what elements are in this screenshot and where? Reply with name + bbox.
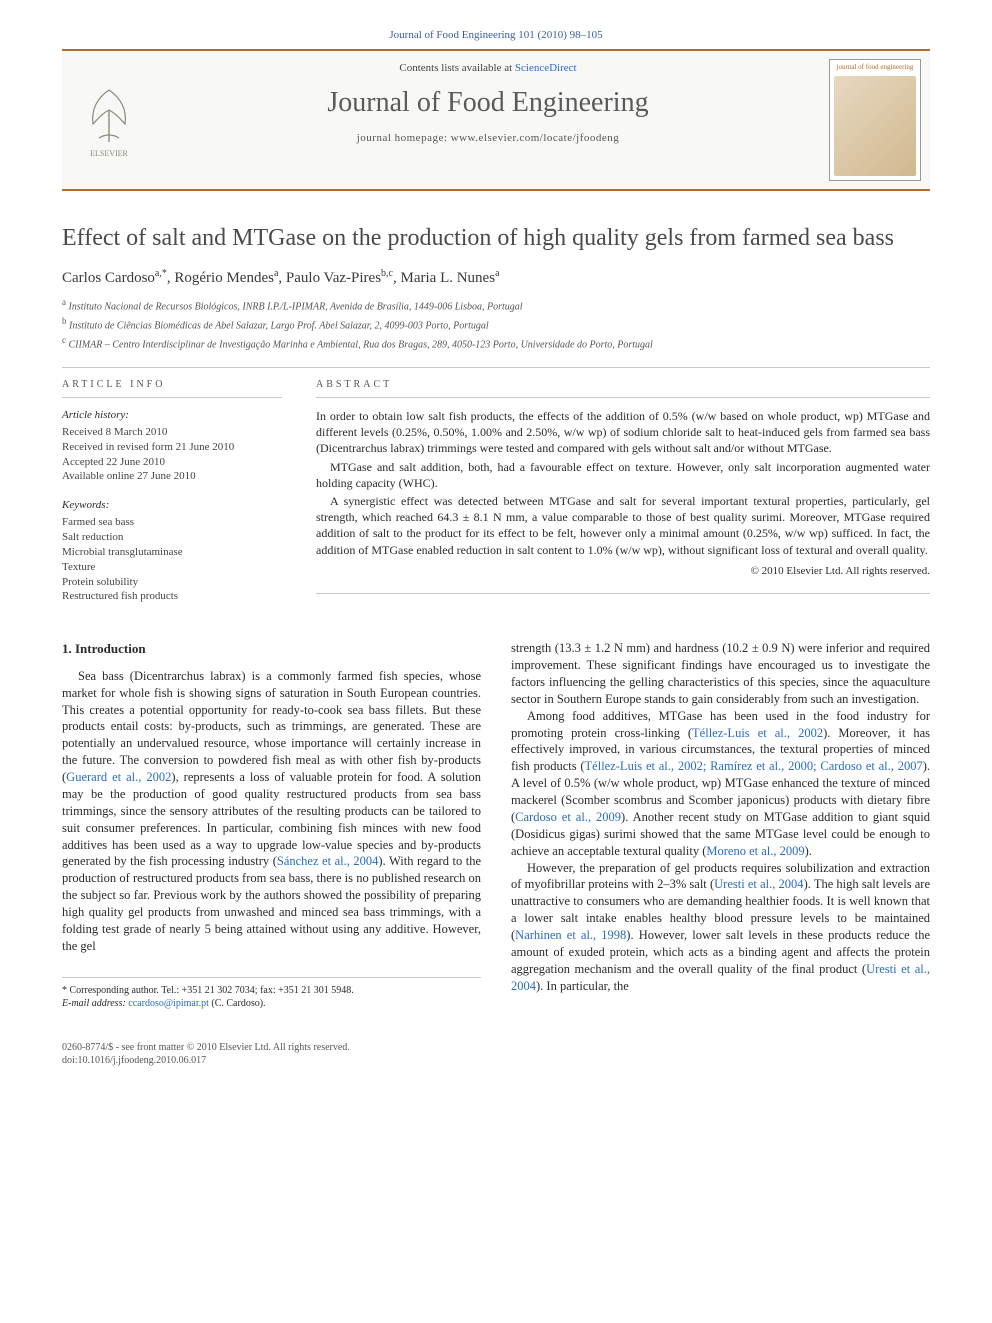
contents-available-line: Contents lists available at ScienceDirec… [162, 61, 814, 76]
intro-p2-seg-e: ). [805, 844, 812, 858]
author-3-aff: b,c [381, 268, 393, 279]
keyword-3: Microbial transglutaminase [62, 545, 282, 560]
abstract-p3: A synergistic effect was detected betwee… [316, 493, 930, 558]
abstract-p2: MTGase and salt addition, both, had a fa… [316, 459, 930, 491]
ref-multi-tellez-ramirez-cardoso[interactable]: Téllez-Luis et al., 2002; Ramírez et al.… [585, 759, 923, 773]
affiliation-b: Instituto de Ciências Biomédicas de Abel… [69, 320, 489, 331]
intro-para-1: Sea bass (Dicentrarchus labrax) is a com… [62, 668, 481, 955]
front-matter-line: 0260-8774/$ - see front matter © 2010 El… [62, 1041, 930, 1055]
corr-email-link[interactable]: ccardoso@ipimar.pt [128, 998, 209, 1009]
svg-text:ELSEVIER: ELSEVIER [90, 149, 128, 158]
author-4-aff: a [495, 268, 499, 279]
ref-uresti-2004a[interactable]: Uresti et al., 2004 [714, 877, 803, 891]
homepage-prefix: journal homepage: [357, 132, 451, 144]
history-label: Article history: [62, 408, 282, 423]
ref-narhinen-1998[interactable]: Narhinen et al., 1998 [515, 928, 626, 942]
history-online: Available online 27 June 2010 [62, 469, 282, 484]
affiliation-a: Instituto Nacional de Recursos Biológico… [69, 301, 523, 312]
abstract-copyright: © 2010 Elsevier Ltd. All rights reserved… [316, 564, 930, 594]
keyword-4: Texture [62, 560, 282, 575]
corresponding-author-footnote: * Corresponding author. Tel.: +351 21 30… [62, 977, 481, 1011]
sciencedirect-link[interactable]: ScienceDirect [515, 62, 577, 74]
email-label: E-mail address: [62, 998, 128, 1009]
article-info-heading: ARTICLE INFO [62, 378, 282, 399]
intro-para-3: However, the preparation of gel products… [511, 860, 930, 995]
contents-prefix: Contents lists available at [399, 62, 514, 74]
author-1: Carlos Cardoso [62, 270, 155, 286]
affiliation-c: CIIMAR – Centro Interdisciplinar de Inve… [69, 339, 653, 350]
journal-homepage-line: journal homepage: www.elsevier.com/locat… [162, 131, 814, 146]
journal-name: Journal of Food Engineering [162, 84, 814, 122]
keyword-6: Restructured fish products [62, 589, 282, 604]
ref-cardoso-2009[interactable]: Cardoso et al., 2009 [515, 810, 621, 824]
running-head-citation: Journal of Food Engineering 101 (2010) 9… [62, 28, 930, 43]
abstract-p1: In order to obtain low salt fish product… [316, 408, 930, 457]
article-title: Effect of salt and MTGase on the product… [62, 223, 930, 253]
section-1-heading: 1. Introduction [62, 640, 481, 658]
author-3: , Paulo Vaz-Pires [278, 270, 381, 286]
article-info-column: ARTICLE INFO Article history: Received 8… [62, 378, 282, 605]
abstract-heading: ABSTRACT [316, 378, 930, 399]
intro-para-1-cont: strength (13.3 ± 1.2 N mm) and hardness … [511, 640, 930, 708]
abstract-column: ABSTRACT In order to obtain low salt fis… [316, 378, 930, 605]
doi-line: doi:10.1016/j.jfoodeng.2010.06.017 [62, 1054, 930, 1068]
publisher-logo-slot: ELSEVIER [62, 51, 156, 189]
author-line: Carlos Cardosoa,*, Rogério Mendesa, Paul… [62, 267, 930, 288]
ref-moreno-2009[interactable]: Moreno et al., 2009 [706, 844, 804, 858]
homepage-url: www.elsevier.com/locate/jfoodeng [451, 132, 620, 144]
body-two-column: 1. Introduction Sea bass (Dicentrarchus … [62, 640, 930, 1010]
ref-tellez-2002[interactable]: Téllez-Luis et al., 2002 [692, 726, 823, 740]
journal-cover-thumbnail: journal of food engineering [829, 59, 921, 181]
email-suffix: (C. Cardoso). [209, 998, 266, 1009]
intro-p1-seg-a: Sea bass (Dicentrarchus labrax) is a com… [62, 669, 481, 784]
history-received: Received 8 March 2010 [62, 425, 282, 440]
journal-header: ELSEVIER Contents lists available at Sci… [62, 49, 930, 191]
author-1-aff: a, [155, 268, 162, 279]
page-footer-meta: 0260-8774/$ - see front matter © 2010 El… [62, 1041, 930, 1068]
history-revised: Received in revised form 21 June 2010 [62, 440, 282, 455]
keyword-5: Protein solubility [62, 575, 282, 590]
ref-sanchez-2004[interactable]: Sánchez et al., 2004 [277, 854, 379, 868]
intro-para-2: Among food additives, MTGase has been us… [511, 708, 930, 860]
intro-p1-seg-c: ). With regard to the production of rest… [62, 854, 481, 952]
corr-author-line: * Corresponding author. Tel.: +351 21 30… [62, 984, 481, 998]
keyword-1: Farmed sea bass [62, 515, 282, 530]
ref-guerard-2002[interactable]: Guerard et al., 2002 [66, 770, 171, 784]
author-2: , Rogério Mendes [167, 270, 274, 286]
elsevier-tree-logo: ELSEVIER [77, 80, 141, 160]
author-4: , Maria L. Nunes [393, 270, 495, 286]
cover-thumb-title: journal of food engineering [837, 64, 914, 72]
history-accepted: Accepted 22 June 2010 [62, 455, 282, 470]
cover-thumb-image [834, 76, 916, 176]
affiliations-block: a Instituto Nacional de Recursos Biológi… [62, 296, 930, 352]
keywords-label: Keywords: [62, 498, 282, 513]
keyword-2: Salt reduction [62, 530, 282, 545]
intro-p3-seg-d: ). In particular, the [536, 979, 629, 993]
